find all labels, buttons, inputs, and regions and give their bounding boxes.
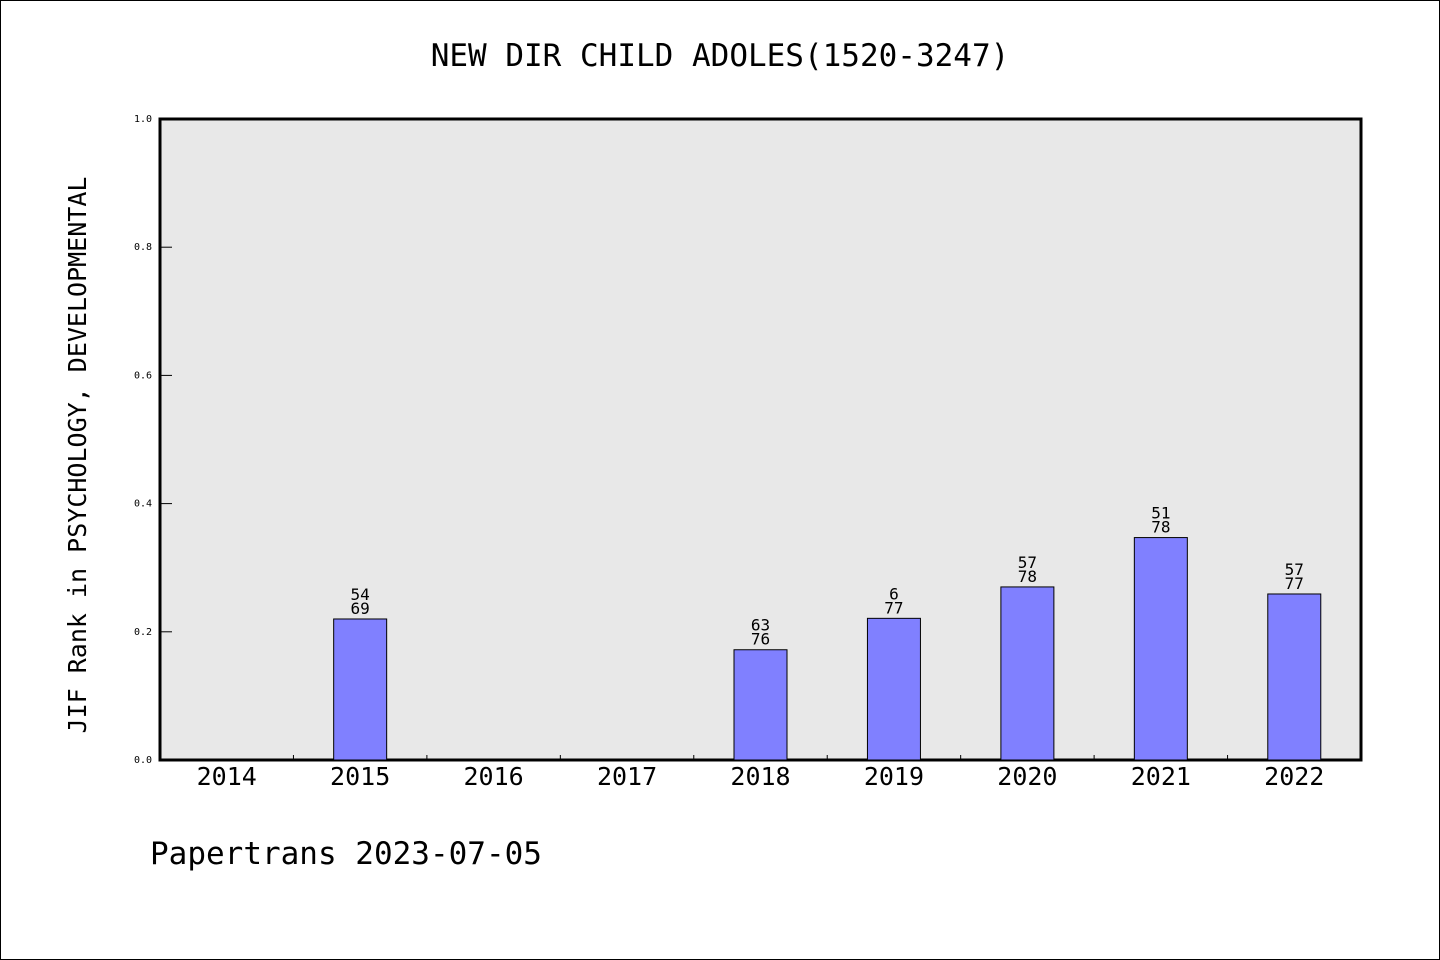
x-tick-label: 2015	[330, 762, 390, 791]
x-tick-label: 2017	[597, 762, 657, 791]
x-tick-label: 2022	[1264, 762, 1324, 791]
y-tick-label: 0.2	[134, 627, 152, 638]
x-axis-ticks: 2014 2015 2016 2017 2018 2019 2020 2021 2022	[197, 755, 1324, 791]
x-tick-label: 2016	[464, 762, 524, 791]
x-tick-label: 2021	[1131, 762, 1191, 791]
bar-label-total: 69	[351, 599, 370, 618]
bar-label-rank: 51	[1151, 504, 1170, 523]
bar-label-rank: 57	[1018, 553, 1037, 572]
x-tick-label: 2018	[730, 762, 790, 791]
bar-label-rank: 6	[889, 584, 899, 603]
bar-label-total: 78	[1151, 518, 1170, 537]
bar-label-total: 76	[751, 630, 770, 649]
y-tick-label: 0.4	[134, 499, 152, 510]
chart-title: NEW DIR CHILD ADOLES(1520-3247)	[431, 38, 1010, 74]
bar-2018	[733, 649, 788, 761]
bar-2022	[1267, 593, 1322, 761]
x-tick-label: 2014	[197, 762, 257, 791]
bar-2020	[1000, 586, 1055, 761]
bar-label-rank: 63	[751, 616, 770, 635]
bar-2021	[1133, 537, 1188, 761]
bar-label-total: 77	[1285, 574, 1304, 593]
bar-2015	[333, 618, 388, 761]
bar-label-rank: 54	[351, 585, 370, 604]
y-axis-label: JIF Rank in PSYCHOLOGY, DEVELOPMENTAL	[63, 177, 92, 734]
bar-label-total: 78	[1018, 567, 1037, 586]
footer-text: Papertrans 2023-07-05	[150, 836, 542, 872]
bar-2019	[866, 617, 921, 761]
x-tick-label: 2020	[997, 762, 1057, 791]
y-tick-label: 0.8	[134, 242, 152, 253]
y-tick-label: 1.0	[134, 114, 152, 125]
bar-label-rank: 57	[1285, 560, 1304, 579]
x-tick-label: 2019	[864, 762, 924, 791]
bars	[333, 537, 1322, 761]
y-tick-label: 0.6	[134, 370, 152, 381]
bar-label-total: 77	[884, 598, 903, 617]
y-axis-ticks: 0.0 0.2 0.4 0.6 0.8 1.0	[134, 114, 172, 766]
y-tick-label: 0.0	[134, 755, 152, 766]
